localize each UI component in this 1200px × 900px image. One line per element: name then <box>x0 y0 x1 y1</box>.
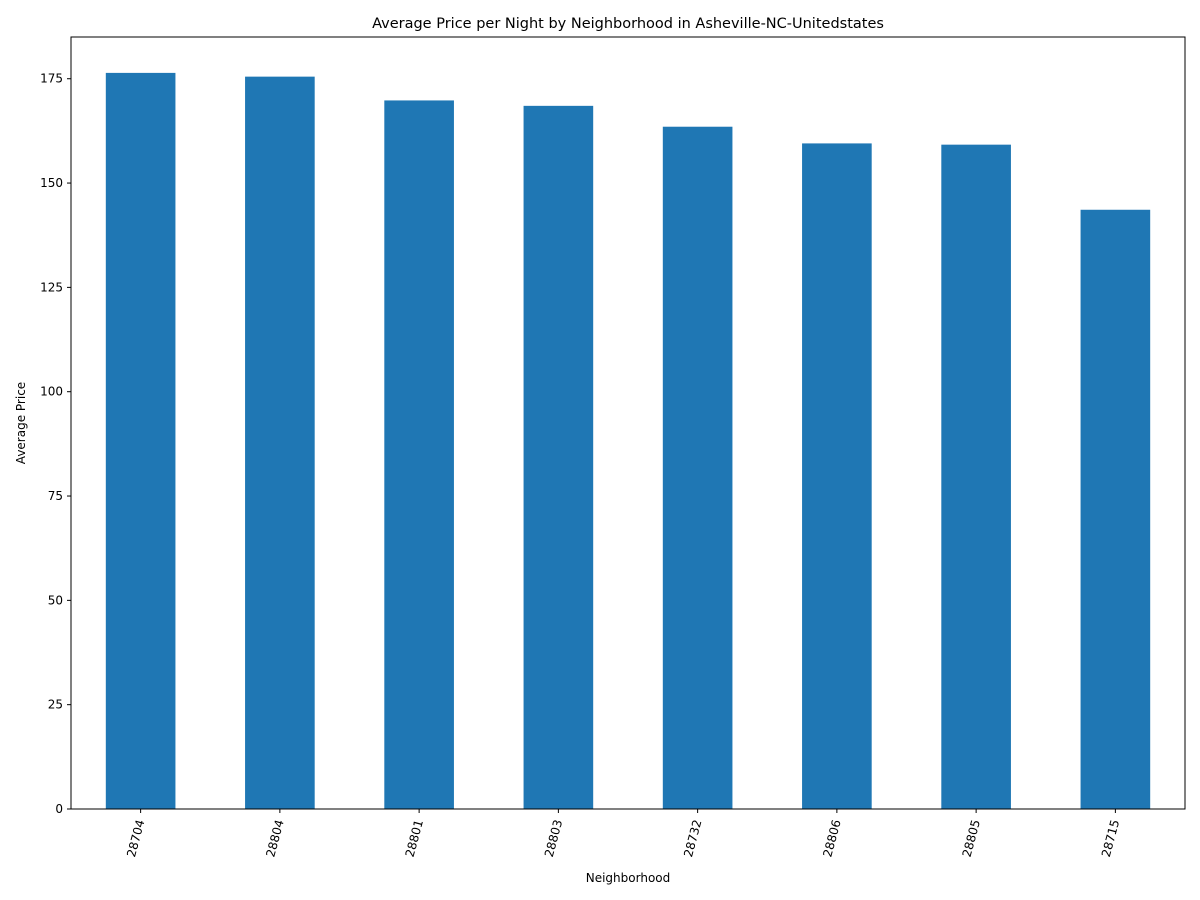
bar-28803 <box>523 105 594 810</box>
bar-28801 <box>384 100 454 810</box>
x-tick-label-28715: 28715 <box>1099 818 1122 859</box>
x-tick-label-28732: 28732 <box>681 818 704 859</box>
bar-28805 <box>941 144 1011 809</box>
x-axis-title: Neighborhood <box>586 871 671 885</box>
bar-28804 <box>245 76 315 809</box>
bar-28806 <box>802 143 872 809</box>
chart-title: Average Price per Night by Neighborhood … <box>372 16 884 32</box>
x-tick-label-28806: 28806 <box>820 818 843 859</box>
x-tick-label-28801: 28801 <box>403 818 426 859</box>
y-tick-label-175: 175 <box>40 72 63 86</box>
y-tick-label-100: 100 <box>40 385 63 399</box>
plot-frame <box>70 36 1186 810</box>
x-tick-label-28704: 28704 <box>124 818 147 859</box>
y-tick-label-50: 50 <box>48 593 63 607</box>
bar-28704 <box>105 72 176 809</box>
bars-layer <box>105 72 1151 810</box>
bar-28715 <box>1080 209 1151 809</box>
y-tick-label-75: 75 <box>48 489 63 503</box>
x-tick-label-28805: 28805 <box>960 818 983 859</box>
x-axis: 28704 28804 28801 28803 28732 28806 28805 28715 <box>124 809 1122 859</box>
y-axis-title: Average Price <box>14 382 28 464</box>
x-tick-label-28803: 28803 <box>542 818 565 859</box>
y-axis: 0 25 50 75 100 125 150 175 <box>40 72 71 816</box>
y-tick-label-150: 150 <box>40 176 63 190</box>
bar-28732 <box>662 126 733 810</box>
y-tick-label-0: 0 <box>55 802 63 816</box>
y-tick-label-25: 25 <box>48 698 63 712</box>
y-tick-label-125: 125 <box>40 280 63 294</box>
x-tick-label-28804: 28804 <box>263 818 286 859</box>
